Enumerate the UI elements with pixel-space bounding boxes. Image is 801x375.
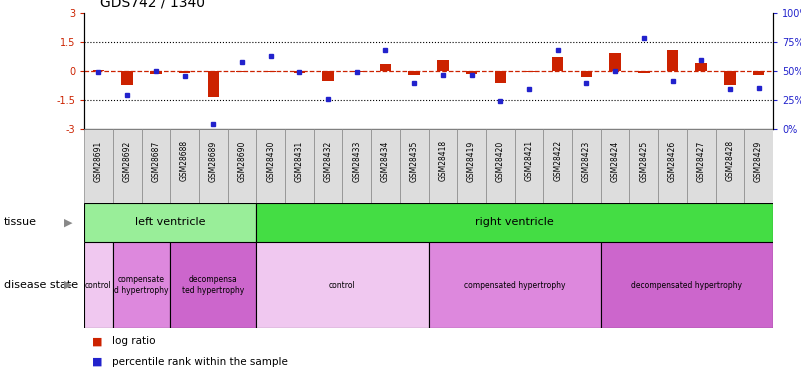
Text: ▶: ▶: [64, 217, 72, 227]
Text: compensated hypertrophy: compensated hypertrophy: [464, 280, 566, 290]
Text: GSM28433: GSM28433: [352, 140, 361, 182]
Text: ■: ■: [92, 357, 103, 367]
Bar: [142, 129, 171, 203]
Text: GSM28424: GSM28424: [610, 140, 620, 182]
Bar: [256, 129, 285, 203]
Bar: [199, 129, 227, 203]
Text: GSM28687: GSM28687: [151, 140, 160, 182]
Text: GSM28691: GSM28691: [94, 140, 103, 182]
Bar: [207, 71, 219, 97]
Bar: [437, 60, 449, 71]
Text: GSM28421: GSM28421: [525, 140, 533, 182]
Text: GSM28435: GSM28435: [409, 140, 419, 182]
Bar: [543, 129, 572, 203]
Text: GSM28420: GSM28420: [496, 140, 505, 182]
Bar: [371, 129, 400, 203]
Text: GSM28430: GSM28430: [266, 140, 276, 182]
Bar: [666, 50, 678, 71]
Bar: [236, 71, 248, 72]
Text: GSM28419: GSM28419: [467, 140, 476, 182]
Bar: [687, 129, 715, 203]
Bar: [179, 71, 191, 73]
Text: GSM28427: GSM28427: [697, 140, 706, 182]
Bar: [494, 71, 506, 83]
Bar: [429, 129, 457, 203]
Bar: [84, 242, 113, 328]
Text: GSM28418: GSM28418: [438, 140, 448, 182]
Bar: [523, 71, 535, 72]
Text: GSM28428: GSM28428: [726, 140, 735, 182]
Text: GDS742 / 1340: GDS742 / 1340: [100, 0, 205, 9]
Bar: [630, 129, 658, 203]
Bar: [256, 202, 773, 242]
Bar: [285, 129, 314, 203]
Bar: [486, 129, 515, 203]
Bar: [227, 129, 256, 203]
Text: GSM28689: GSM28689: [209, 140, 218, 182]
Bar: [113, 242, 171, 328]
Bar: [753, 71, 764, 75]
Bar: [581, 71, 592, 78]
Bar: [122, 71, 133, 85]
Text: disease state: disease state: [4, 280, 78, 290]
Text: GSM28425: GSM28425: [639, 140, 648, 182]
Bar: [380, 64, 391, 71]
Bar: [466, 71, 477, 74]
Text: GSM28422: GSM28422: [553, 140, 562, 182]
Bar: [715, 129, 744, 203]
Bar: [113, 129, 142, 203]
Bar: [314, 129, 343, 203]
Text: control: control: [329, 280, 356, 290]
Bar: [552, 57, 563, 71]
Text: GSM28692: GSM28692: [123, 140, 131, 182]
Bar: [171, 129, 199, 203]
Text: GSM28426: GSM28426: [668, 140, 677, 182]
Bar: [256, 242, 429, 328]
Bar: [294, 71, 305, 73]
Text: GSM28429: GSM28429: [754, 140, 763, 182]
Bar: [695, 63, 707, 71]
Bar: [638, 71, 650, 73]
Bar: [601, 242, 773, 328]
Bar: [724, 71, 735, 85]
Bar: [322, 71, 334, 81]
Bar: [265, 71, 276, 72]
Text: GSM28688: GSM28688: [180, 140, 189, 182]
Bar: [84, 202, 256, 242]
Bar: [84, 129, 113, 203]
Bar: [93, 70, 104, 71]
Bar: [610, 53, 621, 71]
Text: ■: ■: [92, 336, 103, 346]
Bar: [744, 129, 773, 203]
Bar: [429, 242, 601, 328]
Text: ▶: ▶: [64, 280, 72, 290]
Text: GSM28423: GSM28423: [582, 140, 591, 182]
Bar: [171, 242, 256, 328]
Bar: [351, 71, 363, 72]
Text: GSM28432: GSM28432: [324, 140, 332, 182]
Text: GSM28431: GSM28431: [295, 140, 304, 182]
Text: right ventricle: right ventricle: [475, 217, 554, 227]
Text: tissue: tissue: [4, 217, 37, 227]
Bar: [457, 129, 486, 203]
Text: left ventricle: left ventricle: [135, 217, 206, 227]
Bar: [400, 129, 429, 203]
Bar: [572, 129, 601, 203]
Text: control: control: [85, 280, 112, 290]
Bar: [601, 129, 630, 203]
Text: decompensated hypertrophy: decompensated hypertrophy: [631, 280, 743, 290]
Text: log ratio: log ratio: [112, 336, 155, 346]
Bar: [515, 129, 543, 203]
Bar: [658, 129, 686, 203]
Text: GSM28434: GSM28434: [381, 140, 390, 182]
Bar: [150, 71, 162, 74]
Bar: [343, 129, 371, 203]
Bar: [409, 71, 420, 75]
Text: GSM28690: GSM28690: [237, 140, 247, 182]
Text: compensate
d hypertrophy: compensate d hypertrophy: [115, 275, 169, 295]
Text: percentile rank within the sample: percentile rank within the sample: [112, 357, 288, 367]
Text: decompensa
ted hypertrophy: decompensa ted hypertrophy: [182, 275, 244, 295]
